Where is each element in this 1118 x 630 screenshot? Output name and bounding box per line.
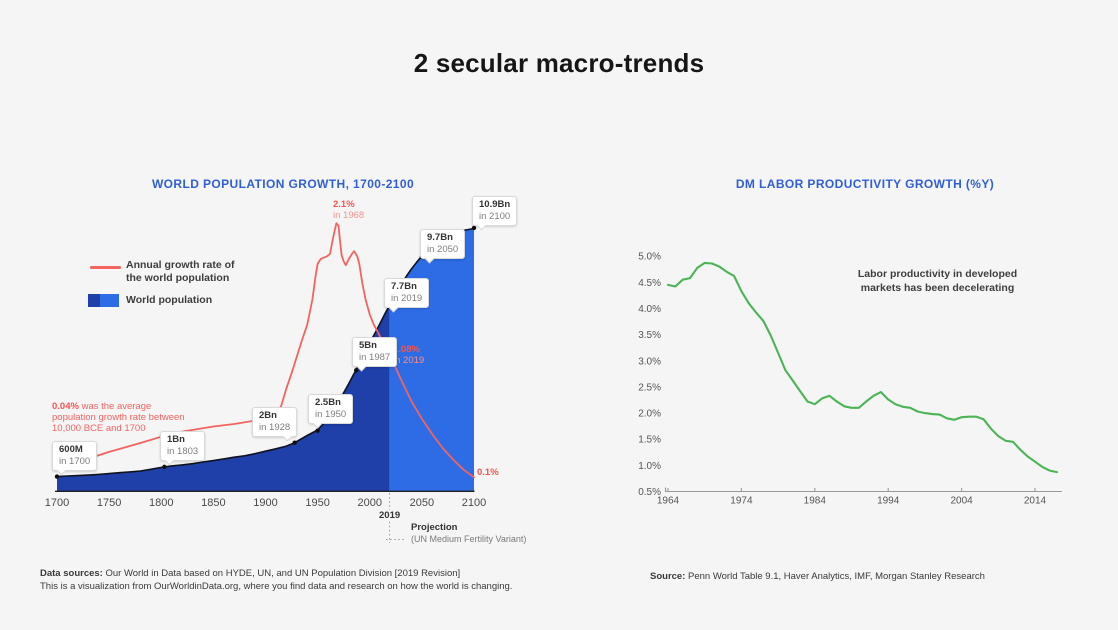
- milestone-year: in 2100: [479, 210, 511, 222]
- milestone-year: in 1950: [315, 408, 347, 420]
- right-x-tick-label: 1964: [657, 496, 680, 507]
- left-x-tick-label: 2000: [358, 497, 382, 509]
- milestone-value: 9.7Bn: [427, 232, 453, 243]
- milestone-dot: [315, 428, 320, 433]
- milestone-callout-600m: 600M in 1700: [52, 441, 98, 471]
- legend-population-label: World population: [126, 294, 213, 306]
- milestone-value: 600M: [59, 444, 83, 455]
- growth-note-2100: 0.1%: [477, 467, 499, 478]
- growth-note-value: 0.1%: [477, 467, 499, 478]
- milestone-dot: [353, 368, 359, 373]
- right-y-tick-label: 2.0%: [638, 409, 661, 420]
- milestone-year: in 1987: [359, 351, 391, 363]
- milestone-callout-10-9bn: 10.9Bn in 2100: [472, 196, 518, 226]
- legend-rate-label: Annual growth rate of the world populati…: [126, 259, 235, 284]
- milestone-year: in 2019: [391, 292, 423, 304]
- productivity-annotation: Labor productivity in developed markets …: [857, 268, 1018, 294]
- right-chart-title: DM LABOR PRODUCTIVITY GROWTH (%Y): [735, 177, 995, 191]
- right-y-tick-label: 1.0%: [638, 461, 661, 472]
- right-chart-source: Source: Penn World Table 9.1, Haver Anal…: [650, 570, 1090, 583]
- milestone-year: in 1803: [167, 445, 199, 457]
- slide-title: 2 secular macro-trends: [413, 48, 705, 78]
- milestone-dot: [292, 440, 297, 445]
- right-y-tick-label: 4.5%: [638, 278, 661, 289]
- milestone-value: 10.9Bn: [479, 199, 511, 210]
- left-x-tick-label: 1800: [149, 497, 173, 509]
- milestone-dot: [471, 225, 477, 231]
- left-chart-title: WORLD POPULATION GROWTH, 1700-2100: [151, 177, 415, 191]
- right-y-tick-label: 0.5%: [638, 487, 661, 498]
- legend-rate-line-swatch: [90, 266, 121, 269]
- milestone-year: in 1700: [59, 455, 91, 467]
- right-x-tick-label: 1974: [730, 496, 753, 507]
- historical-note-bold: 0.04%: [52, 401, 79, 412]
- left-source-line2: This is a visualization from OurWorldinD…: [40, 581, 513, 592]
- projection-year-marker: 2019: [377, 510, 403, 521]
- milestone-value: 7.7Bn: [391, 281, 417, 292]
- milestone-year: in 1928: [259, 421, 291, 433]
- left-source-bold: Data sources:: [40, 568, 103, 579]
- milestone-value: 2Bn: [259, 410, 277, 421]
- milestone-dot: [162, 464, 167, 470]
- milestone-callout-9-7bn: 9.7Bn in 2050: [420, 229, 466, 259]
- milestone-year: in 2050: [427, 243, 459, 255]
- right-y-tick-label: 5.0%: [638, 252, 661, 263]
- left-x-tick-label: 1700: [45, 497, 69, 509]
- growth-note-2019: 1.08% in 2019: [393, 344, 424, 366]
- milestone-callout-5bn: 5Bn in 1987: [352, 337, 398, 367]
- growth-note-value: 1.08%: [393, 344, 420, 355]
- left-x-tick-label: 1850: [201, 497, 225, 509]
- population-area-historical: [57, 305, 390, 491]
- left-x-tick-label: 2050: [410, 497, 434, 509]
- right-source-bold: Source:: [650, 571, 686, 582]
- left-x-tick-label: 1750: [97, 497, 121, 509]
- milestone-callout-7-7bn: 7.7Bn in 2019: [384, 278, 430, 308]
- milestone-value: 5Bn: [359, 340, 377, 351]
- right-y-tick-label: 3.0%: [638, 356, 661, 367]
- right-y-tick-label: 2.5%: [638, 382, 661, 393]
- productivity-line: [666, 261, 1059, 474]
- milestone-value: 2.5Bn: [315, 397, 341, 408]
- right-y-tick-label: 3.5%: [638, 330, 661, 341]
- milestone-value: 1Bn: [167, 434, 185, 445]
- growth-note-peak: 2.1% in 1968: [333, 199, 364, 221]
- legend-population-swatch: [88, 294, 119, 307]
- historical-note-rest: was the average population growth rate b…: [52, 401, 185, 434]
- milestone-callout-1bn: 1Bn in 1803: [160, 431, 206, 461]
- right-x-tick-label: 1984: [804, 496, 827, 507]
- growth-note-year: in 1968: [333, 210, 365, 221]
- left-chart-source: Data sources: Our World in Data based on…: [40, 567, 580, 593]
- left-x-tick-label: 1950: [305, 497, 329, 509]
- milestone-callout-2-5bn: 2.5Bn in 1950: [308, 394, 354, 424]
- right-y-tick-label: 4.0%: [638, 304, 661, 315]
- right-x-tick-label: 1994: [877, 496, 900, 507]
- projection-sublabel: (UN Medium Fertility Variant): [411, 534, 527, 544]
- growth-note-year: in 2019: [393, 355, 425, 366]
- left-x-tick-label: 2100: [462, 497, 486, 509]
- left-source-text: Our World in Data based on HYDE, UN, and…: [102, 568, 461, 579]
- right-x-tick-label: 2004: [950, 496, 973, 507]
- projection-label: Projection: [411, 522, 458, 533]
- right-x-tick-label: 2014: [1024, 496, 1047, 507]
- left-x-tick-label: 1900: [253, 497, 277, 509]
- growth-note-value: 2.1%: [333, 199, 355, 210]
- milestone-dot: [54, 474, 60, 479]
- right-source-text: Penn World Table 9.1, Haver Analytics, I…: [685, 571, 985, 582]
- milestone-callout-2bn: 2Bn in 1928: [252, 407, 298, 437]
- right-y-tick-label: 1.5%: [638, 435, 661, 446]
- historical-growth-note: 0.04% was the average population growth …: [52, 401, 194, 434]
